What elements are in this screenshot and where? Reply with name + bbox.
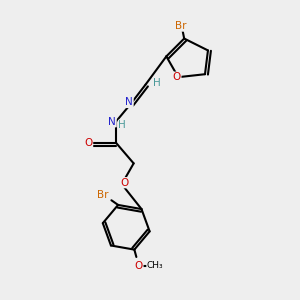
Text: H: H [118,120,126,130]
Text: CH₃: CH₃ [147,262,164,271]
Text: N: N [125,98,133,107]
Text: N: N [108,117,116,127]
Text: Br: Br [98,190,109,200]
Text: O: O [120,178,128,188]
Text: H: H [153,78,161,88]
Text: O: O [172,72,181,82]
Text: O: O [135,261,143,271]
Text: Br: Br [176,21,187,31]
Text: O: O [84,138,93,148]
